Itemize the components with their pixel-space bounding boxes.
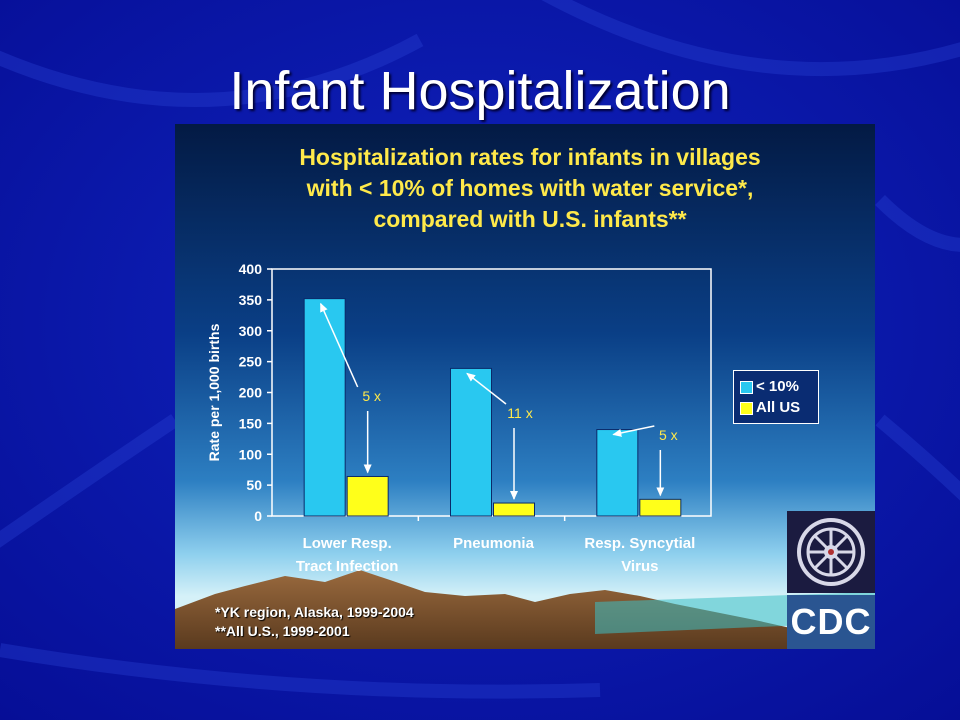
y-tick-label: 200	[239, 385, 263, 401]
chart-title-line: Hospitalization rates for infants in vil…	[299, 144, 761, 170]
footnote: **All U.S., 1999-2001	[215, 623, 350, 639]
legend-swatch	[740, 381, 753, 394]
x-category-label: Lower Resp.	[303, 535, 392, 552]
ratio-label: 5 x	[659, 427, 678, 443]
footnote: *YK region, Alaska, 1999-2004	[215, 604, 414, 620]
x-category-label: Virus	[621, 558, 658, 575]
bar-allus	[493, 502, 535, 517]
x-category-label: Tract Infection	[296, 558, 399, 575]
ratio-label: 11 x	[507, 405, 532, 421]
ratio-arrow-up	[612, 425, 655, 437]
ratio-arrow-up	[319, 302, 359, 388]
y-tick-label: 50	[246, 477, 262, 493]
y-tick-label: 100	[239, 446, 263, 462]
x-category-label: Pneumonia	[453, 535, 535, 552]
bar-allus	[346, 475, 389, 517]
ratio-arrow-up	[466, 372, 507, 405]
cdc-logo-text: CDC	[790, 601, 872, 642]
bar-lt10	[596, 429, 639, 517]
bar-lt10	[450, 367, 492, 517]
chart-figure: Hospitalization rates for infants in vil…	[175, 124, 875, 649]
y-tick-label: 300	[239, 323, 263, 339]
x-category-label: Resp. Syncytial	[584, 535, 695, 552]
legend-label: All US	[756, 399, 801, 416]
y-tick-label: 0	[254, 508, 262, 524]
y-tick-label: 400	[239, 261, 263, 277]
bar-lt10	[303, 298, 346, 517]
y-tick-label: 150	[239, 415, 263, 431]
legend-swatch	[740, 402, 753, 415]
wheel-emblem-icon	[797, 518, 865, 586]
legend-label: < 10%	[756, 378, 799, 395]
ratio-label: 5 x	[362, 388, 381, 404]
y-axis-label: Rate per 1,000 births	[206, 323, 222, 461]
chart-legend: < 10% All US	[733, 370, 819, 424]
slide-title: Infant Hospitalization	[229, 61, 731, 121]
y-tick-label: 350	[239, 292, 263, 308]
chart-title: Hospitalization rates for infants in vil…	[215, 142, 845, 235]
anthc-logo	[787, 511, 875, 593]
chart-title-line: compared with U.S. infants**	[373, 206, 687, 232]
cdc-logo: CDC	[787, 595, 875, 649]
chart-title-line: with < 10% of homes with water service*,	[306, 175, 754, 201]
y-tick-label: 250	[239, 354, 263, 370]
bar-allus	[639, 498, 682, 517]
